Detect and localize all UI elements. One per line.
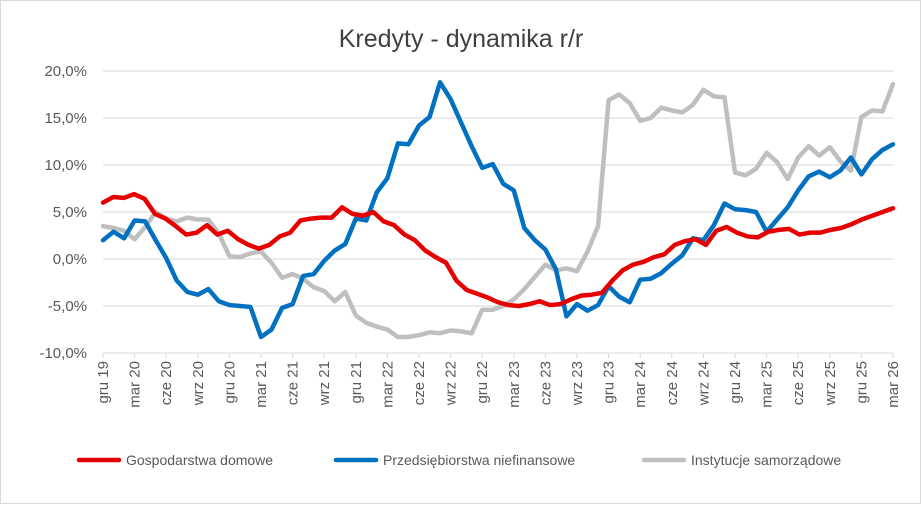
x-tick-label: mar 20 bbox=[127, 361, 144, 408]
x-tick-label: wrz 23 bbox=[569, 361, 586, 406]
y-tick-label: -10,0% bbox=[39, 345, 87, 362]
x-tick-label: cze 23 bbox=[537, 361, 554, 405]
x-tick-label: cze 20 bbox=[158, 361, 175, 405]
x-tick-label: cze 22 bbox=[411, 361, 428, 405]
x-tick-label: wrz 20 bbox=[190, 361, 207, 406]
x-tick-label: mar 24 bbox=[632, 361, 649, 408]
x-tick-label: cze 25 bbox=[790, 361, 807, 405]
x-tick-label: gru 23 bbox=[601, 361, 618, 404]
legend-label-0: Gospodarstwa domowe bbox=[126, 452, 273, 468]
legend-label-2: Instytucje samorządowe bbox=[691, 452, 841, 468]
y-tick-label: 0,0% bbox=[53, 251, 87, 268]
x-tick-label: gru 21 bbox=[348, 361, 365, 404]
x-tick-label: mar 26 bbox=[885, 361, 902, 408]
x-tick-label: wrz 21 bbox=[316, 361, 333, 406]
x-tick-label: gru 24 bbox=[727, 361, 744, 404]
y-tick-label: 10,0% bbox=[44, 157, 87, 174]
y-tick-label: -5,0% bbox=[48, 298, 87, 315]
x-tick-label: gru 22 bbox=[474, 361, 491, 404]
x-tick-label: cze 24 bbox=[664, 361, 681, 405]
x-tick-label: wrz 22 bbox=[443, 361, 460, 406]
x-tick-label: mar 23 bbox=[506, 361, 523, 408]
series-line-0 bbox=[100, 191, 896, 309]
x-tick-label: cze 21 bbox=[285, 361, 302, 405]
x-tick-label: mar 22 bbox=[379, 361, 396, 408]
x-tick-label: gru 19 bbox=[95, 361, 112, 404]
series-line-1 bbox=[100, 80, 896, 340]
y-tick-label: 20,0% bbox=[44, 63, 87, 80]
x-tick-label: mar 25 bbox=[759, 361, 776, 408]
y-tick-label: 5,0% bbox=[53, 204, 87, 221]
legend-label-1: Przedsiębiorstwa niefinansowe bbox=[383, 452, 575, 468]
x-tick-label: gru 25 bbox=[853, 361, 870, 404]
y-tick-label: 15,0% bbox=[44, 110, 87, 127]
chart-title: Kredyty - dynamika r/r bbox=[339, 25, 584, 53]
x-tick-label: mar 21 bbox=[253, 361, 270, 408]
x-tick-label: wrz 25 bbox=[822, 361, 839, 406]
series-line-2 bbox=[100, 81, 896, 340]
x-tick-label: gru 20 bbox=[221, 361, 238, 404]
x-tick-label: wrz 24 bbox=[695, 361, 712, 406]
